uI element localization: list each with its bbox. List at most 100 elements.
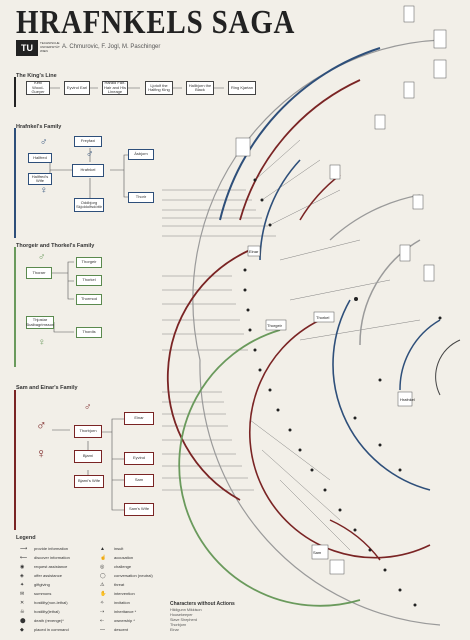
conversation-icon: ◯	[100, 573, 106, 579]
tu-logo: TU	[16, 40, 38, 56]
male-icon: ♂	[40, 137, 48, 148]
hrafnkel-parent-1[interactable]: Hallfred's Wife	[28, 173, 52, 185]
thorgeir-family-bar	[14, 247, 16, 367]
sam-center-mid[interactable]: Bjarni	[74, 450, 102, 463]
arc-black-inner	[435, 339, 461, 396]
offer-assistance-icon: ◈	[20, 573, 24, 579]
hrafnkel-top[interactable]: Freyfaxi	[74, 136, 102, 147]
arc-label-einar: Einar	[249, 249, 259, 254]
thorgeir-parent[interactable]: Thorarr	[26, 267, 52, 279]
legend-item: ◎ challenge	[100, 564, 132, 570]
thorgeir-child-1[interactable]: Thorkel	[76, 275, 102, 286]
king-box-0[interactable]: Ketil Wood-Gueyer	[26, 81, 50, 95]
section-thorgeir-family: Thorgeir and Thorkel's Family	[16, 243, 95, 249]
hrafnkel-family-bar	[14, 128, 16, 238]
non-actor-item: Einar	[170, 628, 179, 632]
legend-item: ⚠ threat	[100, 582, 125, 588]
threat-icon: ⚠	[100, 582, 105, 588]
thorgeir-child-2[interactable]: Thormod	[76, 294, 102, 305]
sam-family-bar	[14, 390, 16, 530]
arc-red-1	[239, 79, 361, 221]
discover-info-icon: ⟵	[20, 555, 28, 561]
section-hrafnkel-family: Hrafnkel's Family	[16, 124, 62, 130]
hrafnkel-parent-0[interactable]: Hallfred	[28, 153, 52, 163]
legend-title: Legend	[16, 535, 36, 541]
arc-red-3	[166, 249, 251, 501]
male-icon: ♂	[36, 417, 47, 433]
arc-event-markers	[243, 178, 442, 607]
legend-item: ⇢ inheritance *	[100, 609, 137, 615]
arc-red-2	[299, 174, 341, 221]
arc-blue-2	[259, 159, 301, 261]
female-icon: ♀	[38, 337, 46, 348]
legend-item: ◯ conversation (neutral)	[100, 573, 153, 579]
male-icon: ♂	[38, 252, 46, 263]
sam-right-0[interactable]: Einar	[124, 412, 154, 425]
legend-item: ◉ request assistance	[20, 564, 68, 570]
arc-blue-4	[399, 319, 441, 391]
male-icon: ♂	[86, 149, 94, 160]
king-box-1[interactable]: Eyvind Earl	[64, 81, 90, 95]
authors: A. Chmurovic, F. Jogl, M. Paschinger	[62, 44, 161, 50]
page-title: HRAFNKELS SAGA	[16, 4, 296, 41]
arc-blue-3	[332, 299, 431, 491]
arc-label-thorgeir: Thorgeir	[267, 323, 283, 328]
king-box-4[interactable]: Hallbjorn the Black	[186, 81, 214, 95]
legend-item: ⟵ discover information	[20, 555, 70, 561]
sam-center-low[interactable]: Bjarni's Wife	[74, 475, 104, 488]
challenge-icon: ◎	[100, 564, 105, 570]
gift-icon: ✦	[20, 582, 25, 588]
legend-item: ⬤ death (revenge)*	[20, 618, 64, 624]
hrafnkel-bottom[interactable]: Oddbjorg Skjoldolfsdóttir	[74, 198, 104, 212]
legend-item: ☝ accusation	[100, 555, 134, 561]
insult-icon: ▲	[100, 546, 105, 552]
legend-item: ▲ insult	[100, 546, 124, 552]
arc-green-1	[178, 329, 361, 607]
command-icon: ◆	[20, 627, 24, 633]
arc-red-5	[329, 519, 381, 561]
legend-item: ☠ hostility(lethal)	[20, 609, 60, 615]
legend-item: ✉ summons	[20, 591, 52, 597]
invitation-icon: ✧	[100, 600, 105, 606]
hrafnkel-right-0[interactable]: Ásbjorn	[128, 149, 154, 160]
legend-item: ⇠ ownership *	[100, 618, 135, 624]
section-sam-family: Sam and Einar's Family	[16, 385, 78, 391]
non-actor-item: Hildigunn Mikkison	[170, 608, 202, 612]
arc-label-sam: Sam	[313, 550, 322, 555]
logo-subtitle: TECHNISCHE UNIVERSITÄT WIEN	[40, 41, 60, 53]
sam-right-2[interactable]: Sam	[124, 474, 154, 487]
provide-info-icon: ⟶	[20, 546, 28, 552]
legend-item: ◈ offer assistance	[20, 573, 62, 579]
non-actors-title: Characters without Actions	[170, 601, 235, 607]
arc-label-thorkel: Thorkel	[316, 315, 329, 320]
inheritance-icon: ⇢	[100, 609, 105, 615]
female-icon: ♀	[40, 185, 48, 196]
king-box-2[interactable]: Harald Fair-Hair and His Lineage	[102, 80, 128, 95]
non-actor-item: Thorbjorn	[170, 623, 187, 627]
hostility-lethal-icon: ☠	[20, 609, 25, 615]
death-revenge-icon: ⬤	[20, 618, 26, 624]
kings-line-bar	[14, 77, 16, 107]
king-box-3[interactable]: Ljotolf the Halfing King	[145, 81, 173, 95]
arc-label-hrafnkel: Hrafnkel	[400, 397, 415, 402]
arc-blue-outer	[219, 47, 381, 221]
descent-icon: —	[100, 627, 105, 633]
sam-right-1[interactable]: Eyvind	[124, 452, 154, 465]
thorgeir-child-0[interactable]: Thorgeir	[76, 257, 102, 268]
section-kings-line: The King's Line	[16, 73, 57, 79]
hrafnkel-right-1[interactable]: Thorir	[128, 192, 154, 203]
arc-grey-3	[359, 239, 421, 346]
legend-item: ⟶ provide information	[20, 546, 69, 552]
intervention-icon: ✋	[100, 591, 107, 597]
arc-grey-2	[329, 194, 421, 241]
hrafnkel-center[interactable]: Hrafnkel	[72, 164, 104, 177]
ownership-icon: ⇠	[100, 618, 105, 624]
legend-item: ✋ intervention	[100, 591, 135, 597]
legend-item: ◆ placed in command	[20, 627, 69, 633]
king-box-5[interactable]: Ring Kjartan	[228, 81, 256, 95]
thorgeir-bottom[interactable]: Thordis	[76, 327, 102, 338]
sam-center-top[interactable]: Thorbjorn	[74, 425, 102, 438]
sam-right-3[interactable]: Sam's Wife	[124, 503, 154, 516]
thorgeir-mother[interactable]: Thjostar Skalbagrimsson	[26, 316, 54, 329]
